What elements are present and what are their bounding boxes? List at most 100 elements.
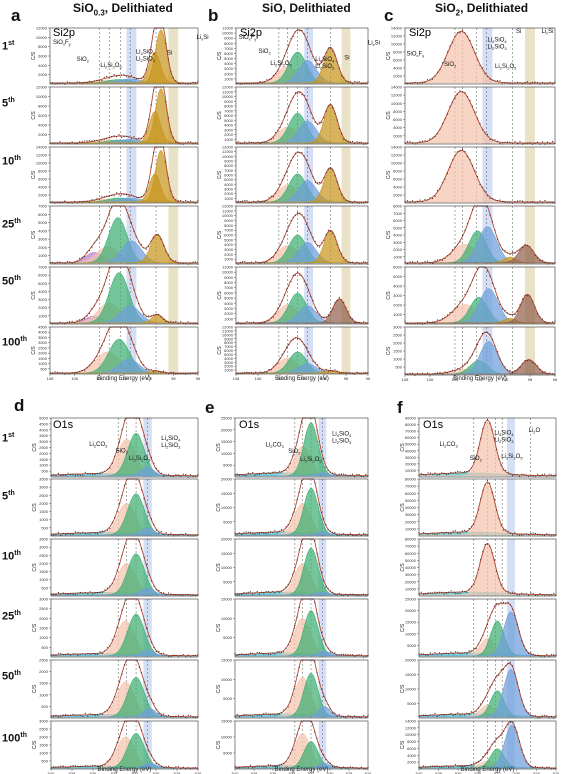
data-point	[414, 262, 416, 264]
data-point	[299, 92, 301, 94]
annotation-part: Li	[440, 442, 445, 448]
data-point	[259, 81, 261, 83]
y-tick-label: 8000	[38, 104, 48, 109]
data-point	[261, 652, 263, 654]
data-point	[158, 589, 160, 592]
data-point	[258, 473, 260, 475]
data-point	[349, 593, 351, 595]
data-point	[254, 592, 256, 594]
y-tick-label: 10000	[221, 677, 233, 682]
data-point	[489, 545, 491, 547]
subplot-frame	[49, 266, 199, 325]
data-point	[62, 765, 64, 767]
data-point	[448, 533, 450, 535]
data-point	[84, 532, 86, 535]
data-point	[360, 141, 362, 143]
annotation-part: y	[422, 53, 424, 58]
data-point	[338, 473, 340, 475]
data-point	[99, 766, 101, 768]
data-point	[57, 532, 60, 534]
data-point	[236, 654, 238, 656]
data-point	[529, 246, 531, 248]
data-point	[551, 321, 554, 323]
data-point	[239, 142, 241, 144]
data-point	[461, 234, 464, 237]
data-point	[66, 372, 68, 374]
data-point	[444, 371, 446, 373]
data-point	[340, 473, 342, 475]
y-tick-label: 8000	[393, 109, 403, 114]
subplot-b-cycle-1: 1000200030004000500060007000800090001000…	[217, 26, 369, 85]
y-tick-label: 500	[41, 585, 48, 590]
data-point	[349, 141, 351, 143]
subplot-frame	[234, 598, 369, 658]
data-point	[106, 529, 108, 531]
data-point	[459, 532, 461, 535]
y-tick-label: 5000	[407, 643, 417, 648]
data-point	[494, 229, 496, 231]
data-point	[82, 715, 84, 717]
y-tick-label: 20000	[405, 658, 417, 663]
y-axis-label: C/S	[216, 740, 222, 749]
data-point	[83, 318, 86, 320]
data-point	[484, 484, 486, 486]
data-point	[255, 322, 257, 324]
data-point	[140, 195, 142, 197]
annotation-part: SiO	[444, 62, 454, 68]
data-point	[429, 138, 431, 140]
data-point	[351, 473, 354, 475]
data-point	[252, 472, 254, 474]
data-point	[474, 52, 476, 54]
annotation-part: 2	[126, 450, 129, 455]
data-point	[456, 306, 459, 308]
data-point	[148, 635, 150, 637]
data-point	[528, 475, 530, 477]
y-tick-label: 1000	[224, 76, 234, 81]
data-point	[506, 82, 509, 84]
y-tick-label: 1000	[393, 357, 403, 362]
data-point	[432, 473, 434, 475]
peak-annotation: Si	[516, 29, 521, 35]
data-point	[236, 594, 238, 596]
data-point	[283, 469, 285, 472]
data-point	[245, 531, 247, 533]
data-point	[498, 517, 500, 519]
x-tick-label: 538	[251, 771, 258, 774]
data-point	[489, 78, 491, 80]
data-point	[534, 254, 536, 256]
data-point	[314, 660, 316, 662]
data-point	[280, 763, 283, 765]
data-point	[177, 322, 179, 324]
data-point	[248, 371, 250, 374]
data-point	[170, 71, 172, 73]
y-tick-label: 6000	[393, 58, 403, 63]
data-point	[243, 592, 245, 594]
data-point	[252, 652, 254, 654]
data-point	[349, 654, 351, 656]
data-point	[526, 81, 529, 83]
data-point	[64, 200, 66, 202]
data-point	[468, 764, 470, 767]
data-point	[128, 136, 130, 138]
data-point	[51, 261, 54, 263]
data-point	[550, 715, 553, 718]
data-point	[360, 475, 362, 477]
data-point	[347, 80, 349, 82]
data-point	[330, 369, 332, 372]
data-point	[303, 95, 305, 97]
data-point	[505, 590, 507, 592]
data-point	[486, 623, 489, 626]
data-point	[468, 528, 470, 530]
data-point	[457, 592, 459, 595]
data-point	[168, 534, 170, 536]
data-point	[499, 80, 501, 82]
y-tick-label: 6000	[224, 348, 234, 353]
data-point	[449, 311, 451, 314]
y-tick-label: 4000	[224, 301, 234, 306]
y-axis-label: C/S	[386, 51, 392, 60]
data-point	[468, 713, 470, 715]
annotation-part: F	[65, 40, 69, 46]
data-point	[528, 712, 530, 714]
data-point	[499, 142, 501, 144]
